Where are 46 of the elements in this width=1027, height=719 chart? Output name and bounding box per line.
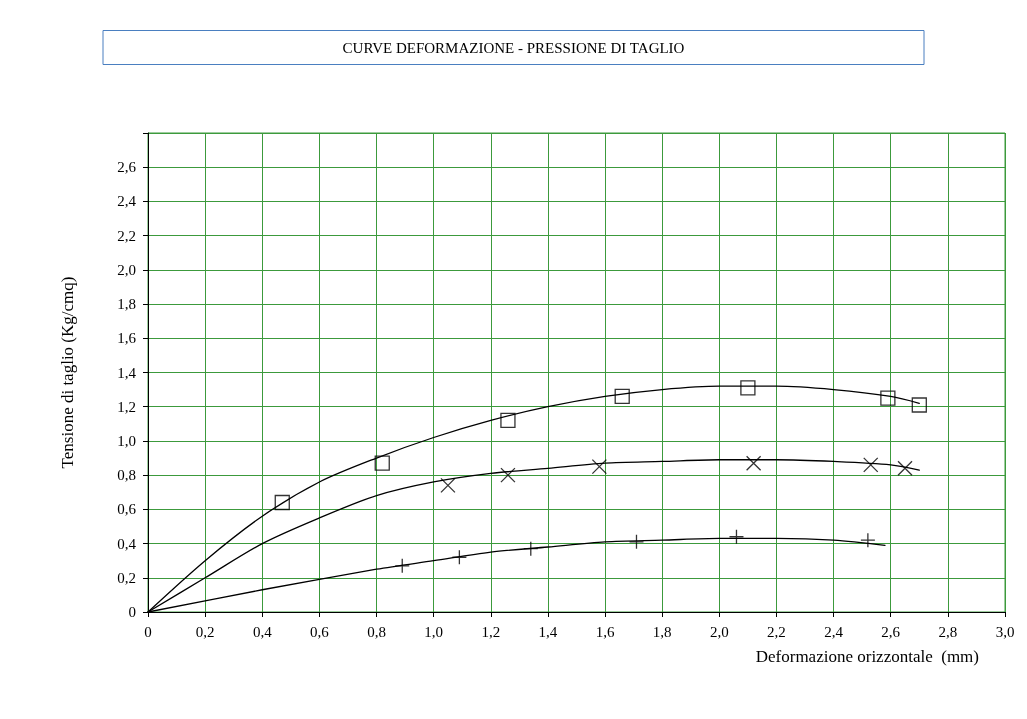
y-tick-label: 0,4 (117, 535, 137, 552)
point (880, 390, 896, 406)
chart-title: CURVE DEFORMAZIONE - PRESSIONE DI TAGLIO (342, 39, 685, 56)
x-tick-label: 2,2 (767, 623, 786, 640)
y-tick-label: 0 (128, 604, 136, 620)
x-tick-label: 1,8 (652, 623, 672, 640)
point (897, 460, 913, 476)
y-tick-label: 0,2 (117, 569, 136, 586)
point (500, 412, 516, 429)
x-tick-label: 0,6 (310, 623, 330, 640)
point (745, 455, 762, 471)
x-tick-label: 0,4 (252, 623, 273, 640)
x-tick-label: 3,0 (995, 623, 1015, 640)
x-tick-label: 2,0 (709, 623, 729, 640)
x-tick-label: 1,4 (538, 623, 558, 640)
point (614, 388, 630, 405)
y-tick-label: 1,2 (117, 398, 136, 415)
y-tick-label: 1,4 (117, 364, 137, 381)
point (911, 397, 927, 413)
y-axis-title: Tensione di taglio (Kg/cmq) (58, 276, 77, 469)
x-tick-label: 2,4 (824, 623, 844, 640)
x-tick-label: 2,8 (938, 623, 958, 640)
x-tick-label: 0 (144, 623, 152, 640)
x-tick-label: 0,2 (195, 623, 215, 640)
y-tick-label: 1,6 (117, 330, 137, 347)
x-axis-title: Deformazione orizzontale (mm) (755, 647, 980, 666)
y-tick-label: 2,6 (117, 159, 137, 176)
point (740, 380, 756, 396)
y-tick-label: 1,8 (117, 296, 136, 313)
point (500, 467, 516, 483)
point (591, 458, 607, 475)
y-tick-label: 0,8 (117, 467, 136, 484)
y-tick-label: 0,6 (117, 501, 137, 518)
x-tick-label: 1,2 (481, 623, 501, 640)
point (274, 494, 290, 511)
y-tick-label: 1,0 (117, 432, 136, 449)
point (440, 477, 456, 494)
x-tick-label: 1,6 (595, 623, 615, 640)
point (374, 455, 390, 471)
x-tick-label: 2,6 (881, 623, 901, 640)
point (863, 457, 879, 473)
y-tick-label: 2,4 (117, 193, 137, 210)
y-tick-label: 2,2 (117, 227, 136, 244)
y-tick-label: 2,0 (117, 261, 136, 278)
x-tick-label: 1,0 (424, 623, 444, 640)
x-tick-label: 0,8 (367, 623, 386, 640)
